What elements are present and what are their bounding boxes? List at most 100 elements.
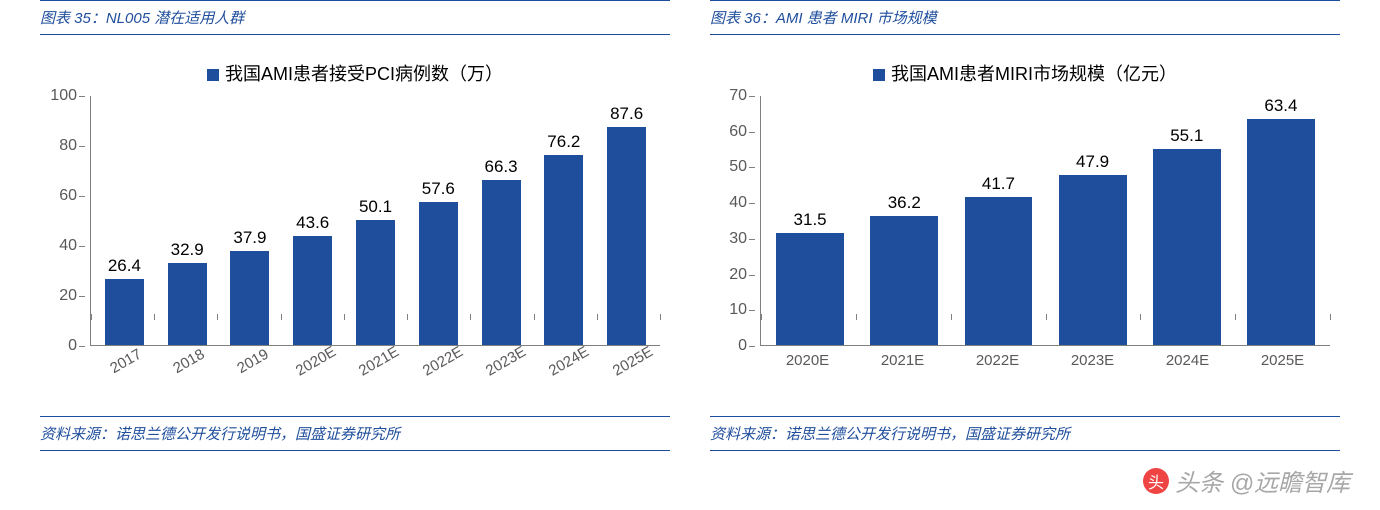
bar-group: 55.1 <box>1140 96 1234 345</box>
x-tick-label: 2024E <box>533 346 596 376</box>
x-tick-mark <box>761 314 762 320</box>
bar-group: 36.2 <box>857 96 951 345</box>
right-plot: 31.5 36.2 41.7 47.9 55.1 63.4 <box>760 96 1330 346</box>
x-tick-mark <box>407 314 408 320</box>
bar: 37.9 <box>230 251 269 345</box>
bar: 32.9 <box>168 263 207 345</box>
right-legend-text: 我国AMI患者MIRI市场规模（亿元） <box>891 64 1177 84</box>
bar-value-label: 36.2 <box>888 193 921 213</box>
y-tick-label: 20 <box>707 266 747 284</box>
x-tick-label: 2021E <box>855 346 950 376</box>
bar-group: 31.5 <box>763 96 857 345</box>
bar-group: 41.7 <box>951 96 1045 345</box>
x-tick-mark <box>856 314 857 320</box>
left-legend: 我国AMI患者接受PCI病例数（万） <box>40 60 670 86</box>
watermark-text: 头条 @远瞻智库 <box>1175 463 1350 498</box>
y-tick-label: 10 <box>707 301 747 319</box>
y-tick-label: 80 <box>37 137 77 155</box>
watermark: 头 头条 @远瞻智库 <box>1143 463 1350 498</box>
y-tick-label: 0 <box>707 337 747 355</box>
left-y-axis: 020406080100 <box>40 96 85 346</box>
bar: 63.4 <box>1247 119 1315 345</box>
x-tick-mark <box>1330 314 1331 320</box>
bar: 43.6 <box>293 236 332 345</box>
bar-value-label: 37.9 <box>233 228 266 248</box>
x-tick-label: 2020E <box>280 346 343 376</box>
bar-group: 47.9 <box>1046 96 1140 345</box>
right-legend: 我国AMI患者MIRI市场规模（亿元） <box>710 60 1340 86</box>
y-tick-mark <box>79 296 85 297</box>
x-tick-label: 2025E <box>1235 346 1330 376</box>
x-tick-mark <box>1046 314 1047 320</box>
y-tick-label: 30 <box>707 230 747 248</box>
x-tick-label: 2022E <box>407 346 470 376</box>
right-x-axis: 2020E2021E2022E2023E2024E2025E <box>760 346 1330 376</box>
bar-value-label: 32.9 <box>171 240 204 260</box>
bar-value-label: 26.4 <box>108 256 141 276</box>
bar-group: 43.6 <box>281 96 344 345</box>
right-title-bar: 图表 36：AMI 患者 MIRI 市场规模 <box>710 0 1340 35</box>
x-tick-label: 2020E <box>760 346 855 376</box>
bar: 26.4 <box>105 279 144 345</box>
left-title: 图表 35：NL005 潜在适用人群 <box>40 10 244 27</box>
y-tick-mark <box>749 96 755 97</box>
y-tick-mark <box>79 346 85 347</box>
x-tick-mark <box>91 314 92 320</box>
bar: 50.1 <box>356 220 395 345</box>
y-tick-label: 50 <box>707 158 747 176</box>
bar: 87.6 <box>607 127 646 345</box>
x-tick-label: 2025E <box>597 346 660 376</box>
y-tick-mark <box>749 167 755 168</box>
x-tick-mark <box>951 314 952 320</box>
bar-value-label: 87.6 <box>610 104 643 124</box>
right-bars: 31.5 36.2 41.7 47.9 55.1 63.4 <box>761 96 1330 345</box>
right-footer: 资料来源：诺思兰德公开发行说明书，国盛证券研究所 <box>710 416 1340 451</box>
bar-group: 50.1 <box>344 96 407 345</box>
y-tick-label: 60 <box>707 123 747 141</box>
bar-value-label: 41.7 <box>982 174 1015 194</box>
left-legend-text: 我国AMI患者接受PCI病例数（万） <box>225 64 503 84</box>
legend-swatch-icon <box>207 69 219 81</box>
bar-value-label: 47.9 <box>1076 152 1109 172</box>
left-panel: 图表 35：NL005 潜在适用人群 我国AMI患者接受PCI病例数（万） 02… <box>40 0 670 451</box>
left-bars: 26.432.937.943.650.157.666.376.287.6 <box>91 96 660 345</box>
left-chart: 020406080100 26.432.937.943.650.157.666.… <box>90 96 660 376</box>
bar-group: 63.4 <box>1234 96 1328 345</box>
x-tick-label: 2023E <box>1045 346 1140 376</box>
left-title-bar: 图表 35：NL005 潜在适用人群 <box>40 0 670 35</box>
y-tick-label: 60 <box>37 187 77 205</box>
bar: 31.5 <box>776 233 844 345</box>
y-tick-mark <box>79 96 85 97</box>
right-panel: 图表 36：AMI 患者 MIRI 市场规模 我国AMI患者MIRI市场规模（亿… <box>710 0 1340 451</box>
bar-group: 37.9 <box>219 96 282 345</box>
bar: 57.6 <box>419 202 458 345</box>
y-tick-label: 20 <box>37 287 77 305</box>
x-tick-mark <box>597 314 598 320</box>
y-tick-mark <box>749 275 755 276</box>
y-tick-mark <box>749 310 755 311</box>
bar-value-label: 55.1 <box>1170 126 1203 146</box>
left-x-axis: 2017201820192020E2021E2022E2023E2024E202… <box>90 346 660 376</box>
legend-swatch-icon <box>873 69 885 81</box>
y-tick-mark <box>749 203 755 204</box>
right-title: 图表 36：AMI 患者 MIRI 市场规模 <box>710 10 937 27</box>
y-tick-label: 40 <box>37 237 77 255</box>
bar-value-label: 43.6 <box>296 213 329 233</box>
left-x-tick-marks <box>91 315 660 321</box>
bar-value-label: 31.5 <box>794 210 827 230</box>
y-tick-mark <box>749 239 755 240</box>
x-tick-mark <box>470 314 471 320</box>
y-tick-mark <box>79 196 85 197</box>
x-tick-mark <box>1235 314 1236 320</box>
y-tick-mark <box>749 346 755 347</box>
right-source: 资料来源：诺思兰德公开发行说明书，国盛证券研究所 <box>710 426 1070 443</box>
bar: 41.7 <box>965 197 1033 345</box>
y-tick-mark <box>749 132 755 133</box>
y-tick-label: 100 <box>37 87 77 105</box>
right-y-axis: 010203040506070 <box>710 96 755 346</box>
left-footer: 资料来源：诺思兰德公开发行说明书，国盛证券研究所 <box>40 416 670 451</box>
x-tick-mark <box>660 314 661 320</box>
x-tick-mark <box>217 314 218 320</box>
bar: 36.2 <box>870 216 938 345</box>
x-tick-label: 2024E <box>1140 346 1235 376</box>
